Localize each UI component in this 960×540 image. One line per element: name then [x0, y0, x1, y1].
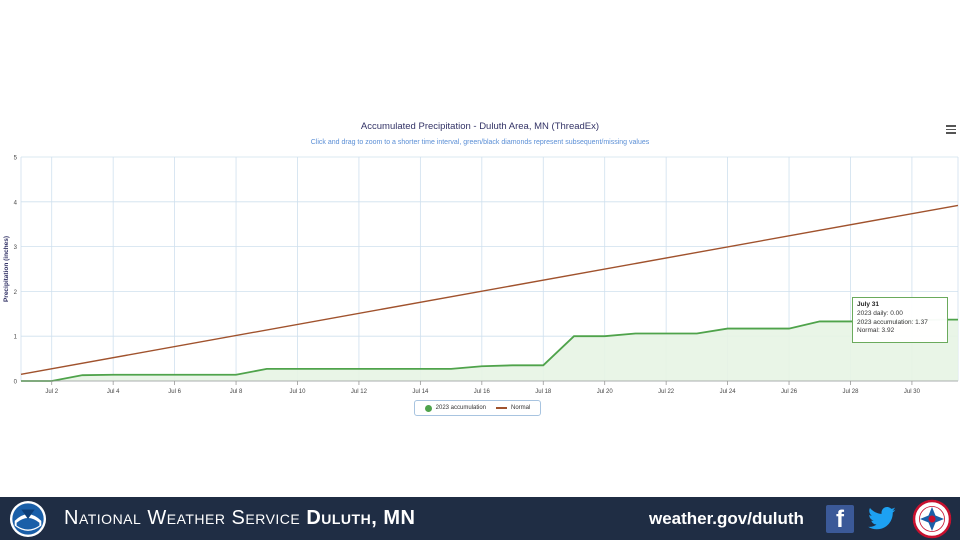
footer-org-location: Duluth, MN: [306, 507, 416, 529]
series-2023-line: [21, 318, 958, 382]
x-tick-label: Jul 12: [351, 389, 368, 395]
x-tick-label: Jul 22: [658, 389, 675, 395]
x-tick-label: Jul 2: [45, 389, 58, 395]
legend-marker-normal: [496, 407, 508, 409]
series-2023-area: [21, 319, 958, 381]
twitter-icon[interactable]: [866, 504, 898, 534]
x-tick-label: Jul 6: [168, 389, 181, 395]
series-normal-line: [20, 204, 959, 375]
y-tick-label: 3: [14, 245, 18, 251]
x-tick-label: Jul 20: [597, 389, 614, 395]
chart-series: [20, 204, 959, 382]
y-tick-label: 5: [14, 156, 18, 162]
tooltip-date: July 31: [857, 301, 880, 308]
chart-axes: 0 1 2 3 4 5 Jul 2 Jul 4 Jul 6 Jul 8 Jul 10 Jul 12 Ju…: [3, 156, 958, 395]
x-tick-label: Jul 4: [107, 389, 120, 395]
x-tick-label: Jul 24: [720, 389, 737, 395]
footer-url[interactable]: weather.gov/duluth: [649, 509, 804, 528]
x-tick-label: Jul 26: [781, 389, 798, 395]
footer-org-name: National Weather Service: [64, 507, 301, 529]
noaa-logo-icon: [9, 500, 47, 538]
x-tick-label: Jul 30: [904, 389, 921, 395]
legend-item-2023[interactable]: 2023 accumulation: [424, 404, 487, 412]
chart-subtitle: Click and drag to zoom to a shorter time…: [310, 139, 650, 146]
y-tick-label: 1: [14, 335, 18, 341]
facebook-icon[interactable]: f: [826, 505, 854, 533]
x-tick-label: Jul 8: [230, 389, 243, 395]
chart-tooltip: July 31 2023 daily: 0.00 2023 accumulati…: [852, 297, 948, 343]
tooltip-daily: 2023 daily: 0.00: [857, 309, 903, 317]
x-tick-label: Jul 28: [842, 389, 859, 395]
y-axis-title: Precipitation (inches): [3, 236, 10, 302]
legend-label-normal: Normal: [511, 405, 531, 411]
tooltip-accumulation: 2023 accumulation: 1.37: [857, 318, 928, 326]
x-tick-label: Jul 18: [535, 389, 552, 395]
legend-marker-2023: [424, 404, 432, 412]
nws-logo-icon: [912, 499, 952, 539]
chart-title: Accumulated Precipitation - Duluth Area,…: [360, 121, 600, 132]
x-tick-label: Jul 16: [474, 389, 491, 395]
tooltip-normal: Normal: 3.92: [857, 327, 895, 335]
x-tick-label: Jul 10: [289, 389, 306, 395]
footer-banner: National Weather Service Duluth, MN weat…: [0, 497, 960, 540]
y-tick-label: 2: [14, 290, 18, 296]
chart-legend: 2023 accumulation Normal: [414, 400, 541, 416]
footer-org-title: National Weather Service Duluth, MN: [64, 501, 415, 536]
hamburger-menu-icon[interactable]: [946, 125, 956, 135]
y-tick-label: 0: [14, 380, 18, 386]
legend-item-normal[interactable]: Normal: [496, 405, 530, 411]
y-tick-label: 4: [14, 200, 18, 206]
legend-label-2023: 2023 accumulation: [435, 405, 487, 411]
x-tick-label: Jul 14: [412, 389, 429, 395]
